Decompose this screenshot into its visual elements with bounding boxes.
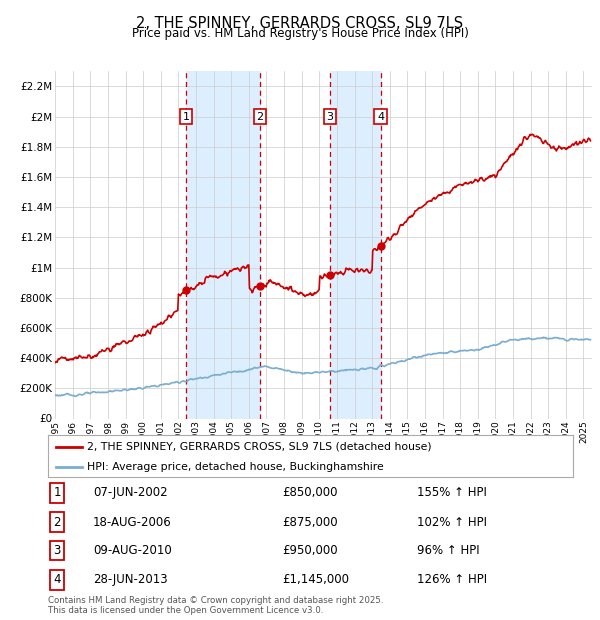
Text: 96% ↑ HPI: 96% ↑ HPI [417, 544, 479, 557]
Text: 102% ↑ HPI: 102% ↑ HPI [417, 516, 487, 528]
Text: Contains HM Land Registry data © Crown copyright and database right 2025.
This d: Contains HM Land Registry data © Crown c… [48, 596, 383, 615]
Text: 09-AUG-2010: 09-AUG-2010 [93, 544, 172, 557]
Text: 4: 4 [377, 112, 385, 122]
Text: £950,000: £950,000 [282, 544, 338, 557]
Text: 1: 1 [53, 487, 61, 499]
Text: 3: 3 [53, 544, 61, 557]
Text: 4: 4 [53, 574, 61, 586]
Text: 28-JUN-2013: 28-JUN-2013 [93, 574, 167, 586]
Bar [186, 71, 260, 419]
Text: 1: 1 [182, 112, 190, 122]
Text: £875,000: £875,000 [282, 516, 338, 528]
Text: 18-AUG-2006: 18-AUG-2006 [93, 516, 172, 528]
Text: 3: 3 [326, 112, 334, 122]
Text: 126% ↑ HPI: 126% ↑ HPI [417, 574, 487, 586]
Text: 2: 2 [256, 112, 263, 122]
Text: Price paid vs. HM Land Registry's House Price Index (HPI): Price paid vs. HM Land Registry's House … [131, 27, 469, 40]
Text: 07-JUN-2002: 07-JUN-2002 [93, 487, 167, 499]
Bar [330, 71, 381, 419]
Text: 2, THE SPINNEY, GERRARDS CROSS, SL9 7LS: 2, THE SPINNEY, GERRARDS CROSS, SL9 7LS [136, 16, 464, 30]
Text: 2, THE SPINNEY, GERRARDS CROSS, SL9 7LS (detached house): 2, THE SPINNEY, GERRARDS CROSS, SL9 7LS … [88, 441, 432, 451]
Text: 155% ↑ HPI: 155% ↑ HPI [417, 487, 487, 499]
Text: HPI: Average price, detached house, Buckinghamshire: HPI: Average price, detached house, Buck… [88, 462, 384, 472]
Text: £1,145,000: £1,145,000 [282, 574, 349, 586]
Text: £850,000: £850,000 [282, 487, 337, 499]
Text: 2: 2 [53, 516, 61, 528]
